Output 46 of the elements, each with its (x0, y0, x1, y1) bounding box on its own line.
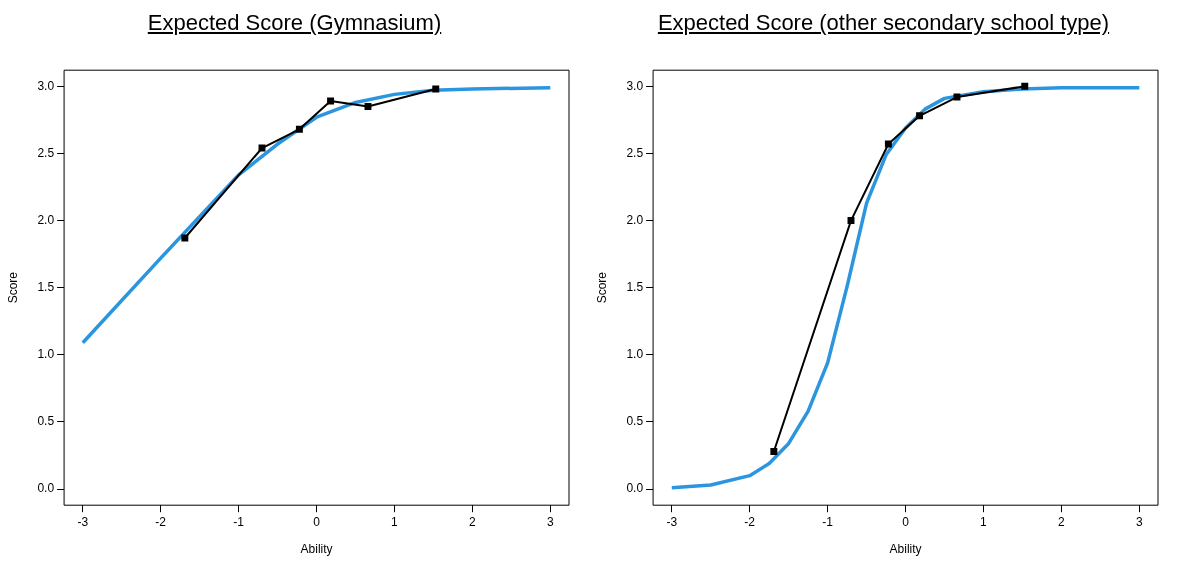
point (847, 217, 855, 225)
y-tick-label: 2.0 (626, 212, 644, 227)
x-tick-label: -3 (77, 514, 89, 529)
point (770, 448, 778, 455)
x-tick-label: -1 (822, 514, 834, 529)
y-tick-label: 2.0 (37, 212, 55, 227)
x-tick-label: 2 (1058, 514, 1066, 529)
x-axis-title: Ability (889, 542, 922, 557)
y-tick-label: 3.0 (37, 78, 55, 93)
point (364, 102, 372, 110)
x-tick-label: 3 (546, 514, 554, 529)
x-tick-label: -1 (233, 514, 245, 529)
x-tick-label: 0 (313, 514, 321, 529)
point (327, 97, 335, 105)
y-tick-label: 0.0 (626, 481, 644, 496)
point (1021, 82, 1029, 90)
point (432, 85, 440, 93)
x-tick-label: 0 (902, 514, 910, 529)
x-tick-label: 2 (469, 514, 477, 529)
x-tick-label: -2 (744, 514, 756, 529)
x-tick-label: -2 (155, 514, 167, 529)
y-tick-label: 3.0 (626, 78, 644, 93)
y-tick-label: 0.5 (626, 414, 644, 429)
y-axis-title: Score (594, 271, 609, 304)
point (916, 112, 924, 120)
point (295, 125, 303, 133)
y-tick-label: 1.0 (37, 347, 55, 362)
x-tick-label: -3 (666, 514, 678, 529)
point (258, 144, 266, 152)
y-tick-label: 0.5 (37, 414, 55, 429)
y-tick-label: 1.0 (626, 347, 644, 362)
y-axis-title: Score (5, 271, 20, 304)
point (953, 93, 961, 101)
x-tick-label: 1 (980, 514, 988, 529)
point (181, 234, 189, 242)
point (884, 140, 892, 148)
chart-title: Expected Score (Gymnasium) (146, 9, 443, 37)
y-tick-label: 0.0 (37, 481, 55, 496)
chart-title: Expected Score (other secondary school type) (656, 9, 1111, 37)
y-tick-label: 1.5 (626, 280, 644, 295)
y-tick-label: 2.5 (37, 145, 55, 160)
x-tick-label: 1 (391, 514, 399, 529)
x-tick-label: 3 (1135, 514, 1143, 529)
y-tick-label: 2.5 (626, 145, 644, 160)
y-tick-label: 1.5 (37, 280, 55, 295)
x-axis-title: Ability (300, 542, 333, 557)
